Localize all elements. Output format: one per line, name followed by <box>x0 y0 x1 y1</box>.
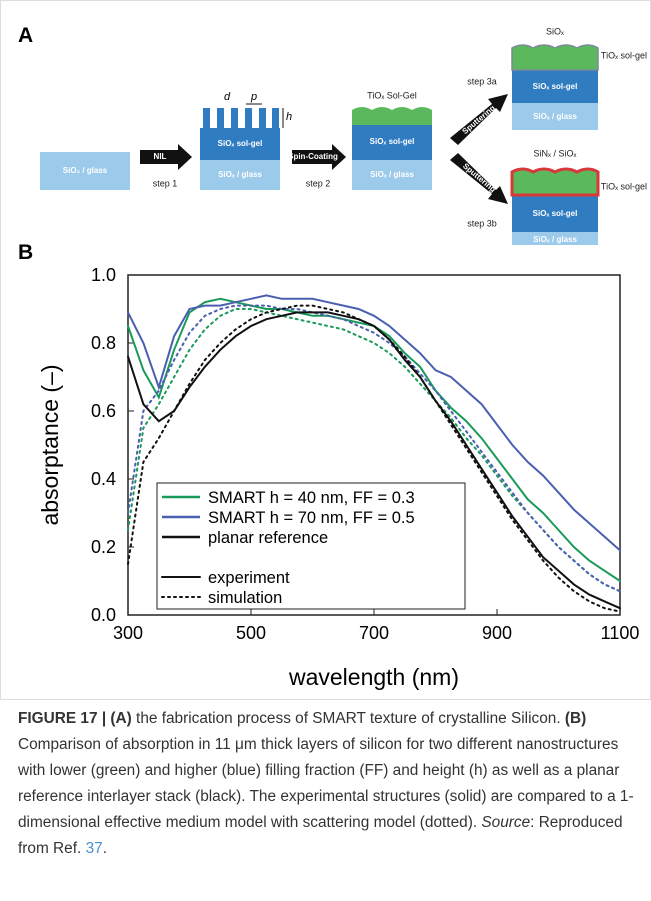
layer-label: SiOₓ / glass <box>218 170 262 179</box>
arrow-label: NIL <box>154 152 167 161</box>
solgel-block <box>200 128 280 160</box>
panel-label: B <box>18 241 33 264</box>
series-line <box>127 304 621 593</box>
series-line <box>127 311 621 610</box>
layer-label: SiOₓ / glass <box>533 112 577 121</box>
caption-bold: FIGURE 17 | (A) <box>18 710 132 727</box>
layer-label: SiOₓ <box>546 26 564 36</box>
figure-graphics: A SiO₂ / glass NIL step 1 SiOₓ sol-gel S… <box>0 0 651 700</box>
solgel-block <box>352 125 432 160</box>
tio-layer <box>511 44 599 71</box>
glass-block <box>512 232 598 245</box>
series-line <box>127 294 621 552</box>
step-label: step 3a <box>467 76 497 86</box>
layer-label: SiOₓ / glass <box>533 235 577 244</box>
y-tick-label: 0.6 <box>91 401 116 421</box>
caption-text: : Reproduced from Ref. <box>18 814 623 857</box>
layer-label: SiOₓ sol-gel <box>533 82 578 91</box>
arrow <box>292 144 346 170</box>
dimension-label: p <box>250 91 257 103</box>
layer-label: SiOₓ / glass <box>370 170 414 179</box>
legend-label: simulation <box>208 589 282 607</box>
solgel-block <box>512 195 598 232</box>
y-tick-label: 0.2 <box>91 537 116 557</box>
series-line <box>127 304 621 613</box>
caption-italic: Source <box>481 814 531 831</box>
block-label: SiO₂ / glass <box>63 166 108 175</box>
layer-label: SiOₓ sol-gel <box>218 139 263 148</box>
arrow <box>450 153 508 204</box>
glass-block <box>40 152 130 190</box>
y-axis-label: absorptance (–) <box>37 364 63 525</box>
y-tick-label: 0.4 <box>91 469 116 489</box>
x-tick-label: 300 <box>113 623 143 643</box>
caption-bold: (B) <box>564 710 587 727</box>
legend-label: experiment <box>208 569 290 587</box>
tio-layer <box>510 167 600 197</box>
legend-label: planar reference <box>208 529 328 547</box>
step-label: step 2 <box>306 178 331 188</box>
dimension-label: h <box>286 111 292 123</box>
step-label: step 1 <box>153 178 178 188</box>
layer-label: TiOₓ sol-gel <box>601 50 647 60</box>
y-tick-label: 1.0 <box>91 265 116 285</box>
glass-block <box>200 160 280 190</box>
pillars <box>203 108 279 128</box>
layer-label: SiOₓ sol-gel <box>533 209 578 218</box>
arrow <box>450 94 508 145</box>
arrow-label: Sputtering <box>461 103 498 136</box>
caption: FIGURE 17 | (A) the fabrication process … <box>18 706 638 862</box>
arrow-label: Sputtering <box>461 161 498 194</box>
solgel-block <box>512 70 598 103</box>
y-tick-label: 0.8 <box>91 333 116 353</box>
caption-text: the fabrication process of SMART texture… <box>131 710 565 727</box>
y-tick-label: 0.0 <box>91 605 116 625</box>
dimension-label: d <box>224 91 231 103</box>
tio-layer <box>352 107 432 125</box>
layer-label: TiOₓ Sol-Gel <box>367 90 417 100</box>
step-label: step 3b <box>467 218 497 228</box>
x-tick-label: 900 <box>482 623 512 643</box>
x-tick-label: 500 <box>236 623 266 643</box>
legend-label: SMART h = 70 nm, FF = 0.5 <box>208 509 415 527</box>
layer-label: SiNₓ / SiOₓ <box>534 148 577 158</box>
x-axis-label: wavelength (nm) <box>288 664 459 690</box>
glass-block <box>512 103 598 130</box>
arrow <box>140 144 192 170</box>
arrow-label: Spin-Coating <box>288 152 338 161</box>
layer-label: TiOₓ sol-gel <box>601 181 647 191</box>
glass-block <box>352 160 432 190</box>
x-tick-label: 700 <box>359 623 389 643</box>
layer-label: SiOₓ sol-gel <box>370 137 415 146</box>
legend-label: SMART h = 40 nm, FF = 0.3 <box>208 489 415 507</box>
reference-link[interactable]: 37 <box>85 840 103 857</box>
legend-box <box>156 482 466 610</box>
panel-label: A <box>18 24 33 47</box>
caption-text: . <box>102 840 107 857</box>
x-tick-label: 1100 <box>601 623 640 643</box>
caption-text: Comparison of absorption in 11 μm thick … <box>18 736 634 831</box>
